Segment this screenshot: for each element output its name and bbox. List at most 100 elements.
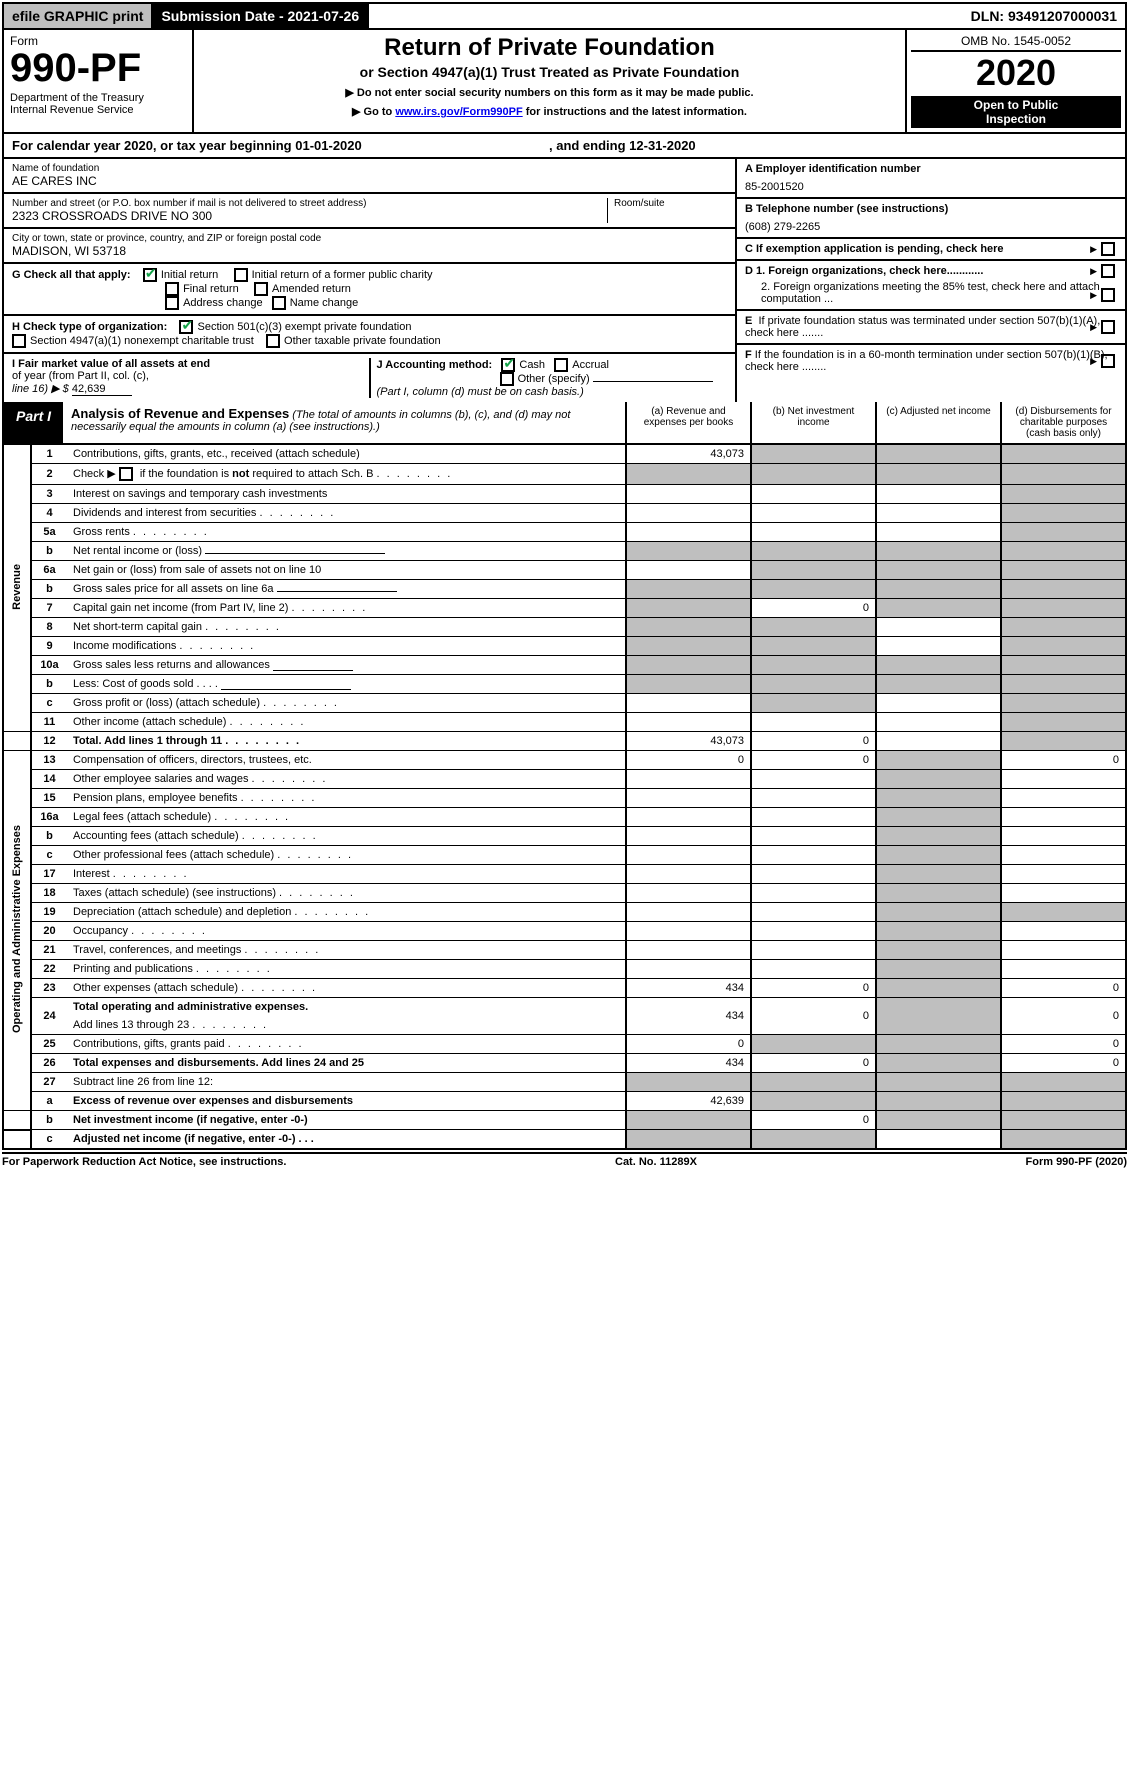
line-13-d: 0 bbox=[1001, 751, 1126, 770]
e-checkbox[interactable] bbox=[1101, 320, 1115, 334]
line-26-a: 434 bbox=[626, 1054, 751, 1073]
cash-checkbox[interactable] bbox=[501, 358, 515, 372]
cash-label: Cash bbox=[519, 359, 545, 371]
omb-number: OMB No. 1545-0052 bbox=[911, 34, 1121, 52]
c-label: C If exemption application is pending, c… bbox=[745, 243, 1004, 255]
501c3-label: Section 501(c)(3) exempt private foundat… bbox=[197, 321, 411, 333]
ij-section: I Fair market value of all assets at end… bbox=[4, 354, 735, 402]
line-24: Total operating and administrative expen… bbox=[67, 998, 626, 1017]
efile-label: efile GRAPHIC print bbox=[4, 4, 153, 28]
topbar: efile GRAPHIC print Submission Date - 20… bbox=[2, 2, 1127, 30]
d-cell: D 1. Foreign organizations, check here..… bbox=[737, 261, 1125, 311]
col-d-header: (d) Disbursements for charitable purpose… bbox=[1000, 402, 1125, 443]
line-13: Compensation of officers, directors, tru… bbox=[67, 751, 626, 770]
line-20: Occupancy bbox=[67, 922, 626, 941]
foundation-name: AE CARES INC bbox=[12, 174, 727, 188]
line-13-a: 0 bbox=[626, 751, 751, 770]
city-value: MADISON, WI 53718 bbox=[12, 244, 727, 258]
initial-former-checkbox[interactable] bbox=[234, 268, 248, 282]
line-18: Taxes (attach schedule) (see instruction… bbox=[67, 884, 626, 903]
line-23: Other expenses (attach schedule) bbox=[67, 979, 626, 998]
addr-change-checkbox[interactable] bbox=[165, 296, 179, 310]
line-3: Interest on savings and temporary cash i… bbox=[67, 485, 626, 504]
dln-label: DLN: 93491207000031 bbox=[963, 4, 1125, 28]
line-12: Total. Add lines 1 through 11 bbox=[67, 732, 626, 751]
entity-info: Name of foundation AE CARES INC Number a… bbox=[2, 159, 1127, 402]
cal-pre: For calendar year 2020, or tax year begi… bbox=[12, 138, 295, 153]
part1-title-text: Analysis of Revenue and Expenses bbox=[71, 406, 289, 421]
d2-checkbox[interactable] bbox=[1101, 288, 1115, 302]
line-23-d: 0 bbox=[1001, 979, 1126, 998]
line-23-a: 434 bbox=[626, 979, 751, 998]
part1-table: Revenue 1Contributions, gifts, grants, e… bbox=[2, 445, 1127, 1150]
501c3-checkbox[interactable] bbox=[179, 320, 193, 334]
4947-checkbox[interactable] bbox=[12, 334, 26, 348]
city-label: City or town, state or province, country… bbox=[12, 233, 727, 244]
col-c-header: (c) Adjusted net income bbox=[875, 402, 1000, 443]
form-note1: ▶ Do not enter social security numbers o… bbox=[198, 86, 901, 99]
calendar-year-row: For calendar year 2020, or tax year begi… bbox=[2, 134, 1127, 159]
line-12-b: 0 bbox=[751, 732, 876, 751]
name-change-label: Name change bbox=[290, 297, 359, 309]
initial-former-label: Initial return of a former public charit… bbox=[252, 269, 433, 281]
line2-checkbox[interactable] bbox=[119, 467, 133, 481]
e-cell: E E If private foundation status was ter… bbox=[737, 311, 1125, 345]
g-section: G Check all that apply: Initial return I… bbox=[4, 264, 735, 316]
addr-label: Number and street (or P.O. box number if… bbox=[12, 198, 607, 209]
line-17: Interest bbox=[67, 865, 626, 884]
dept-line1: Department of the Treasury bbox=[10, 92, 186, 104]
initial-return-label: Initial return bbox=[161, 269, 218, 281]
line-16a: Legal fees (attach schedule) bbox=[67, 808, 626, 827]
accrual-checkbox[interactable] bbox=[554, 358, 568, 372]
i-label3: line 16) ▶ $ bbox=[12, 383, 69, 395]
final-return-label: Final return bbox=[183, 283, 239, 295]
line-15: Pension plans, employee benefits bbox=[67, 789, 626, 808]
line-24-d: 0 bbox=[1001, 998, 1126, 1035]
open-public: Open to Public Inspection bbox=[911, 96, 1121, 128]
amended-return-checkbox[interactable] bbox=[254, 282, 268, 296]
line-27: Subtract line 26 from line 12: bbox=[67, 1073, 626, 1092]
other-taxable-checkbox[interactable] bbox=[266, 334, 280, 348]
other-method-label: Other (specify) bbox=[518, 373, 590, 385]
j-note: (Part I, column (d) must be on cash basi… bbox=[377, 386, 584, 398]
line-5a: Gross rents bbox=[67, 523, 626, 542]
i-value: 42,639 bbox=[72, 383, 132, 396]
line-6a: Net gain or (loss) from sale of assets n… bbox=[67, 561, 626, 580]
cal-mid: , and ending bbox=[549, 138, 629, 153]
line-14: Other employee salaries and wages bbox=[67, 770, 626, 789]
name-change-checkbox[interactable] bbox=[272, 296, 286, 310]
part1-header: Part I Analysis of Revenue and Expenses … bbox=[2, 402, 1127, 445]
tax-year: 2020 bbox=[911, 52, 1121, 94]
line-25-a: 0 bbox=[626, 1035, 751, 1054]
line-10c: Gross profit or (loss) (attach schedule) bbox=[67, 694, 626, 713]
initial-return-checkbox[interactable] bbox=[143, 268, 157, 282]
final-return-checkbox[interactable] bbox=[165, 282, 179, 296]
f-checkbox[interactable] bbox=[1101, 354, 1115, 368]
line-26-d: 0 bbox=[1001, 1054, 1126, 1073]
note2-pre: ▶ Go to bbox=[352, 106, 395, 118]
col-b-header: (b) Net investment income bbox=[750, 402, 875, 443]
line-23-b: 0 bbox=[751, 979, 876, 998]
footer-left: For Paperwork Reduction Act Notice, see … bbox=[2, 1156, 286, 1168]
line-21: Travel, conferences, and meetings bbox=[67, 941, 626, 960]
line-7-b: 0 bbox=[751, 599, 876, 618]
footer-right: Form 990-PF (2020) bbox=[1026, 1156, 1128, 1168]
other-method-checkbox[interactable] bbox=[500, 372, 514, 386]
irs-link[interactable]: www.irs.gov/Form990PF bbox=[395, 106, 522, 118]
footer-mid: Cat. No. 11289X bbox=[615, 1156, 697, 1168]
h-section: H Check type of organization: Section 50… bbox=[4, 316, 735, 354]
openpub-line2: Inspection bbox=[913, 112, 1119, 126]
line-25: Contributions, gifts, grants paid bbox=[67, 1035, 626, 1054]
page-footer: For Paperwork Reduction Act Notice, see … bbox=[2, 1152, 1127, 1168]
d1-checkbox[interactable] bbox=[1101, 264, 1115, 278]
a-label: A Employer identification number bbox=[745, 163, 1117, 175]
line-1: Contributions, gifts, grants, etc., rece… bbox=[67, 445, 626, 464]
name-cell: Name of foundation AE CARES INC bbox=[4, 159, 735, 194]
name-label: Name of foundation bbox=[12, 163, 727, 174]
d1-label: D 1. Foreign organizations, check here..… bbox=[745, 265, 983, 277]
addr-change-label: Address change bbox=[183, 297, 263, 309]
line-27a: Excess of revenue over expenses and disb… bbox=[67, 1092, 626, 1111]
line-7: Capital gain net income (from Part IV, l… bbox=[67, 599, 626, 618]
header-left: Form 990-PF Department of the Treasury I… bbox=[4, 30, 194, 132]
c-checkbox[interactable] bbox=[1101, 242, 1115, 256]
